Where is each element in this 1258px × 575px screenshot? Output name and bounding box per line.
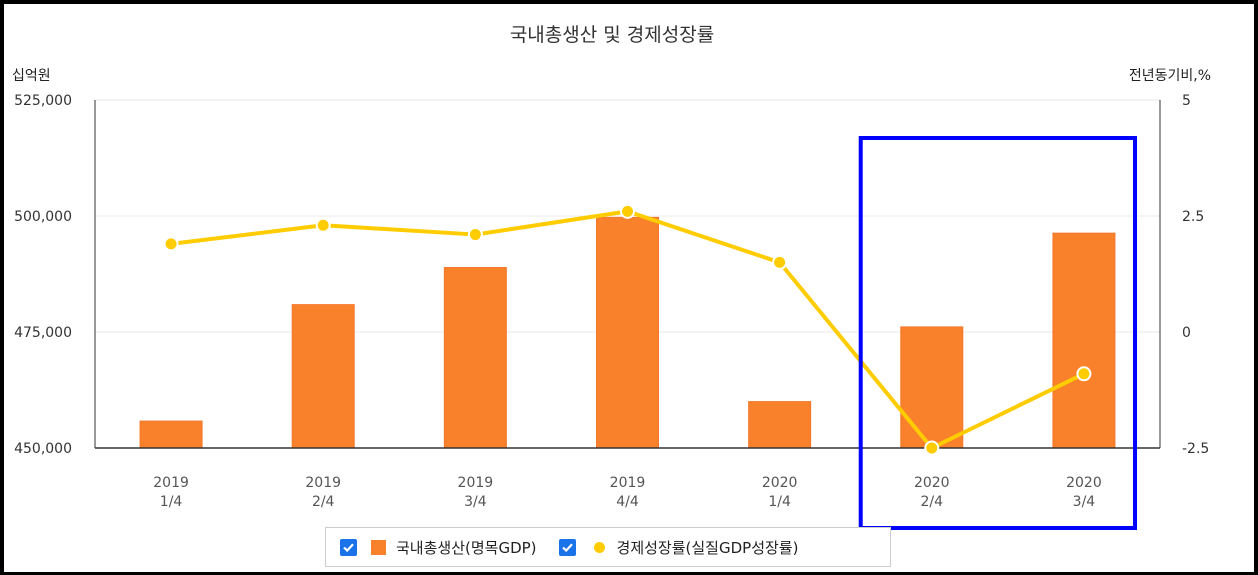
- line-point: [467, 227, 483, 243]
- line-point: [315, 217, 331, 233]
- annotation-layer: [858, 136, 1137, 530]
- x-tick-label-year: 2020: [762, 475, 798, 491]
- y-right-tick-label: 2.5: [1182, 209, 1204, 225]
- bar-swatch-icon: [371, 539, 386, 555]
- x-tick-label-year: 2020: [914, 475, 950, 491]
- legend-label-growth: 경제성장률(실질GDP성장률): [616, 538, 799, 557]
- line-point: [163, 236, 179, 252]
- line-series: [163, 203, 1092, 456]
- bar: [139, 420, 203, 449]
- line-point: [620, 203, 635, 219]
- right-axis-unit: 전년동기비,%: [1129, 68, 1211, 84]
- chart-title: 국내총생산 및 경제성장률: [510, 24, 714, 46]
- x-tick-label-quarter: 1/4: [768, 494, 791, 510]
- line-point: [1076, 366, 1092, 382]
- bar: [1052, 232, 1116, 449]
- checkbox-checked-icon[interactable]: [558, 538, 576, 556]
- checkbox-checked-icon[interactable]: [340, 538, 357, 556]
- x-tick-label-quarter: 2/4: [312, 494, 335, 510]
- line-point: [924, 440, 940, 456]
- y-right-tick-label: 5: [1182, 93, 1191, 109]
- x-tick-label-quarter: 2/4: [921, 494, 944, 510]
- y-right-tick-label: -2.5: [1182, 441, 1209, 457]
- bar: [596, 216, 659, 449]
- line-point: [772, 254, 788, 270]
- y-left-tick-label: 450,000: [14, 441, 72, 457]
- y-left-tick-label: 475,000: [14, 325, 72, 341]
- x-tick-label-year: 2019: [458, 475, 494, 491]
- axes: [94, 100, 1161, 449]
- left-axis-unit: 십억원: [12, 68, 51, 84]
- bar-series: [139, 216, 1116, 449]
- legend: 국내총생산(명목GDP) 경제성장률(실질GDP성장률): [325, 527, 891, 567]
- x-tick-label-year: 2019: [305, 475, 341, 491]
- y-right-tick-label: 0: [1182, 325, 1191, 341]
- y-left-tick-label: 525,000: [14, 93, 72, 109]
- legend-item-growth[interactable]: 경제성장률(실질GDP성장률): [558, 537, 799, 558]
- y-left-tick-label: 500,000: [14, 209, 72, 225]
- x-tick-label-quarter: 3/4: [464, 494, 487, 510]
- x-tick-label-quarter: 4/4: [616, 494, 639, 510]
- bar: [443, 267, 507, 449]
- x-tick-label-quarter: 3/4: [1073, 494, 1096, 510]
- legend-item-gdp[interactable]: 국내총생산(명목GDP): [340, 537, 537, 558]
- dot-swatch-icon: [593, 541, 605, 553]
- highlight-box: [858, 136, 1137, 530]
- bar: [900, 326, 964, 449]
- tick-labels: 450,000 475,000 500,000 525,000 -2.5 0 2.5 5 201…: [14, 93, 1209, 510]
- x-tick-label-year: 2019: [153, 475, 189, 491]
- bar: [748, 401, 812, 449]
- x-tick-label-quarter: 1/4: [160, 494, 183, 510]
- x-tick-label-year: 2020: [1066, 475, 1102, 491]
- bar: [291, 304, 355, 449]
- x-tick-label-year: 2019: [610, 475, 646, 491]
- legend-label-gdp: 국내총생산(명목GDP): [396, 538, 537, 557]
